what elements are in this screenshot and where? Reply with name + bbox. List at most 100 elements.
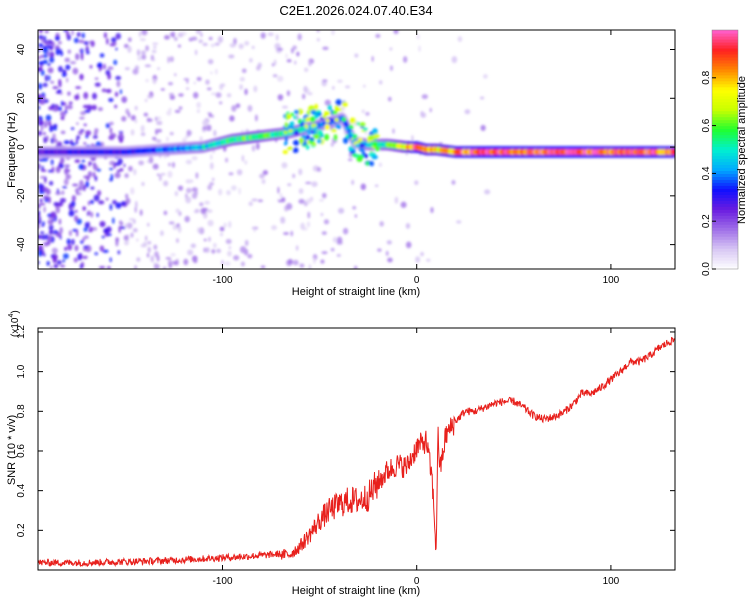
spectrogram-noise-blob <box>109 257 112 263</box>
spectrogram-noise-blob <box>109 43 115 47</box>
spectrogram-noise-blob <box>185 159 192 165</box>
colorbar-segment <box>712 113 738 118</box>
spectrogram-noise-blob <box>185 179 192 184</box>
spectrogram-clump-blob <box>309 116 316 123</box>
spectrogram-noise-blob <box>323 219 330 225</box>
spectrogram-clump-blob <box>298 126 305 131</box>
spectrogram-noise-blob <box>140 132 146 137</box>
spectrogram-noise-blob <box>195 30 202 35</box>
spectrogram-noise-blob <box>112 133 115 137</box>
spectrogram-noise-blob <box>64 167 69 175</box>
spectrogram-noise-blob <box>49 125 54 133</box>
spectrogram-noise-blob <box>44 176 47 184</box>
spectrogram-noise-blob <box>319 199 324 202</box>
spectrogram-noise-blob <box>39 198 43 203</box>
spectrogram-noise-blob <box>205 247 210 253</box>
spectrogram-noise-blob <box>336 253 341 257</box>
spectrogram-noise-blob <box>298 188 304 194</box>
spectrogram-noise-blob <box>85 50 90 55</box>
spectrogram-noise-blob <box>38 67 43 72</box>
spectrogram-noise-blob <box>147 241 152 245</box>
colorbar-tick-label: 0.6 <box>701 118 712 132</box>
spectrogram-noise-blob <box>123 235 128 241</box>
spectrogram-noise-blob <box>393 30 399 35</box>
spectrogram-noise-blob <box>206 209 213 213</box>
spectrogram-noise-blob <box>157 128 163 133</box>
spectrogram-noise-blob <box>279 193 283 199</box>
snr-y-tick-label: 0.2 <box>16 523 27 537</box>
spectrogram-noise-blob <box>313 257 316 264</box>
spectrogram-noise-blob <box>274 43 281 50</box>
spectrogram-noise-blob <box>210 43 215 48</box>
spectrogram-noise-blob <box>186 78 189 84</box>
spectrogram-noise-blob <box>308 60 312 67</box>
spectrogram-noise-blob <box>241 154 245 162</box>
spectrogram-noise-blob <box>85 134 89 139</box>
spectrogram-noise-blob <box>297 33 302 41</box>
spectrogram-noise-blob <box>86 104 93 111</box>
spectrogram-noise-blob <box>253 226 256 233</box>
spectrogram-noise-blob <box>426 258 431 262</box>
spectrogram-noise-blob <box>213 242 217 248</box>
spectrogram-noise-blob <box>211 177 215 181</box>
colorbar-segment <box>712 149 738 154</box>
spectrogram-noise-blob <box>39 202 46 206</box>
spectrogram-noise-blob <box>38 35 44 40</box>
spectrogram-noise-blob <box>303 85 308 93</box>
spectrogram-noise-blob <box>82 255 88 259</box>
colorbar-segment <box>712 116 738 121</box>
spectrogram-noise-blob <box>114 104 118 109</box>
spectrogram-noise-blob <box>138 31 142 38</box>
snr-y-label: SNR (10 * v/v) <box>6 415 18 485</box>
spectrogram-noise-blob <box>464 109 471 115</box>
spectrogram-noise-blob <box>172 260 179 266</box>
spectrogram-noise-blob <box>80 129 85 132</box>
spectrogram-noise-blob <box>304 67 309 72</box>
spectrogram-noise-blob <box>247 254 253 259</box>
spectrogram-noise-blob <box>43 206 46 213</box>
spectrogram-noise-blob <box>411 134 414 142</box>
spectrogram-noise-blob <box>40 231 45 234</box>
spectrogram-noise-blob <box>124 223 128 228</box>
spectrogram-noise-blob <box>43 253 46 257</box>
spectrogram-noise-blob <box>116 169 121 173</box>
spectrogram-noise-blob <box>44 74 48 82</box>
spectrogram-noise-blob <box>42 186 48 193</box>
spectrogram-noise-blob <box>112 217 115 224</box>
spectrogram-noise-blob <box>277 75 284 82</box>
colorbar-segment <box>712 197 738 201</box>
colorbar-segment <box>712 119 738 124</box>
spectrogram-clump-blob <box>325 118 330 123</box>
spectrogram-clump-blob <box>313 126 318 132</box>
spectrogram-noise-blob <box>332 236 338 243</box>
spectrogram-noise-blob <box>147 222 150 227</box>
spectrogram-clump-blob <box>293 130 300 136</box>
spectrogram-clump-blob <box>294 109 300 115</box>
spectrogram-noise-blob <box>178 106 183 110</box>
spectrogram-noise-blob <box>298 199 305 204</box>
spectrogram-noise-blob <box>177 32 184 38</box>
colorbar-segment <box>712 68 738 73</box>
spectrogram-noise-blob <box>277 94 284 101</box>
spectrogram-noise-blob <box>119 167 124 172</box>
spectrogram-noise-blob <box>195 49 198 56</box>
spectrogram-noise-blob <box>49 56 55 63</box>
colorbar-segment <box>712 137 738 142</box>
spectrogram-noise-blob <box>316 30 320 33</box>
colorbar-tick-label: 0.0 <box>701 262 712 276</box>
spectrogram-noise-blob <box>320 259 325 264</box>
spectrogram-noise-blob <box>378 80 383 85</box>
spectrogram-noise-blob <box>223 222 227 228</box>
spectrogram-noise-blob <box>169 95 176 100</box>
spectrogram-noise-blob <box>236 169 243 176</box>
spectrogram-noise-blob <box>247 104 253 112</box>
spectrogram-noise-blob <box>109 127 113 134</box>
spectrogram-noise-blob <box>389 47 393 51</box>
spectrogram-noise-blob <box>141 182 145 187</box>
colorbar-segment <box>712 59 738 64</box>
spectrogram-noise-blob <box>98 200 105 205</box>
spectrogram-noise-blob <box>272 74 278 78</box>
spectrogram-clump-blob <box>292 139 300 146</box>
spectrogram-noise-blob <box>277 186 280 194</box>
spectrogram-noise-blob <box>38 43 44 49</box>
